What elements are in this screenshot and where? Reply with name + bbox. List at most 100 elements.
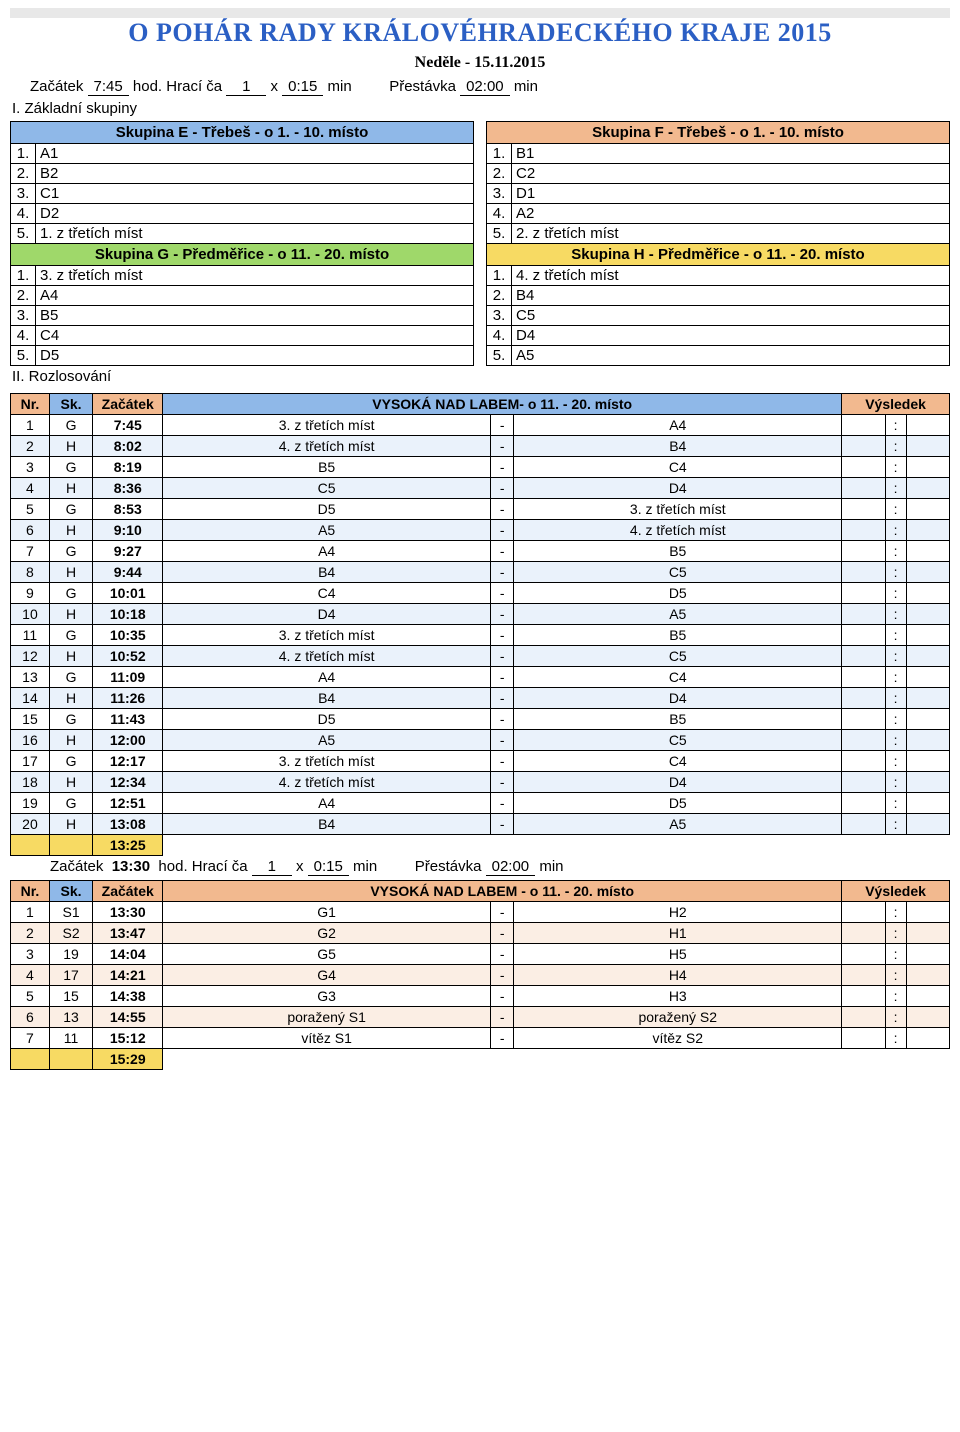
row-colon: :	[885, 499, 906, 520]
row-res-a	[842, 520, 885, 541]
row-res-b	[906, 793, 949, 814]
sched-row: 13 G 11:09 A4 - C4 :	[11, 667, 950, 688]
row-nr: 7	[11, 1028, 50, 1049]
row-dash: -	[491, 1028, 514, 1049]
row-dash: -	[491, 944, 514, 965]
row-team-b: D4	[514, 478, 842, 499]
group-row: 2.C2	[486, 164, 950, 184]
sched-row: 4 H 8:36 C5 - D4 :	[11, 478, 950, 499]
row-dash: -	[491, 923, 514, 944]
row-res-a	[842, 625, 885, 646]
row-time: 14:04	[93, 944, 163, 965]
section-1-label: I. Základní skupiny	[12, 100, 950, 117]
row-colon: :	[885, 730, 906, 751]
row-res-a	[842, 772, 885, 793]
interval-dur: 0:15	[282, 78, 323, 96]
group-row-val: 1. z třetích míst	[36, 224, 473, 243]
row-res-a	[842, 541, 885, 562]
row-time: 9:27	[93, 541, 163, 562]
sched-row: 2 S2 13:47 G2 - H1 :	[11, 923, 950, 944]
start-label: Začátek	[30, 78, 83, 95]
row-colon: :	[885, 944, 906, 965]
break-label-2: Přestávka	[415, 858, 482, 875]
row-team-b: A4	[514, 415, 842, 436]
row-nr: 8	[11, 562, 50, 583]
row-nr: 17	[11, 751, 50, 772]
hdr-res: Výsledek	[842, 394, 950, 415]
row-sk: H	[49, 436, 92, 457]
row-nr: 10	[11, 604, 50, 625]
row-res-a	[842, 709, 885, 730]
row-time: 13:08	[93, 814, 163, 835]
row-time: 13:30	[93, 902, 163, 923]
row-sk: 19	[49, 944, 92, 965]
row-team-b: B5	[514, 625, 842, 646]
row-time: 8:19	[93, 457, 163, 478]
hod: hod.	[133, 78, 162, 95]
row-team-b: C4	[514, 457, 842, 478]
row-sk: 13	[49, 1007, 92, 1028]
group-H: Skupina H - Předměřice - o 11. - 20. mís…	[486, 243, 950, 366]
group-row-val: A5	[512, 346, 949, 365]
group-row-num: 2.	[487, 286, 512, 305]
row-sk: G	[49, 499, 92, 520]
sched-row: 18 H 12:34 4. z třetích míst - D4 :	[11, 772, 950, 793]
row-nr: 4	[11, 965, 50, 986]
row-nr: 15	[11, 709, 50, 730]
start-time-2: 13:30	[112, 858, 150, 875]
row-sk: S1	[49, 902, 92, 923]
start-label-2: Začátek	[50, 858, 103, 875]
row-team-a: 4. z třetích míst	[163, 436, 491, 457]
row-time: 14:55	[93, 1007, 163, 1028]
group-row-num: 2.	[487, 164, 512, 183]
x: x	[270, 78, 278, 95]
row-colon: :	[885, 986, 906, 1007]
row-team-b: A5	[514, 604, 842, 625]
row-res-a	[842, 478, 885, 499]
group-row: 2.B2	[10, 164, 474, 184]
sched-row: 15 G 11:43 D5 - B5 :	[11, 709, 950, 730]
hod-2: hod.	[158, 858, 187, 875]
row-team-b: C5	[514, 562, 842, 583]
group-row: 5.1. z třetích míst	[10, 224, 474, 244]
row-res-a	[842, 1028, 885, 1049]
row-nr: 16	[11, 730, 50, 751]
row-team-a: A4	[163, 667, 491, 688]
row-colon: :	[885, 667, 906, 688]
row-res-a	[842, 902, 885, 923]
row-dash: -	[491, 667, 514, 688]
row-colon: :	[885, 814, 906, 835]
sched-row: 17 G 12:17 3. z třetích míst - C4 :	[11, 751, 950, 772]
group-row: 5.2. z třetích míst	[486, 224, 950, 244]
end-time: 15:29	[93, 1049, 163, 1070]
row-team-b: H1	[514, 923, 842, 944]
sched-row: 1 S1 13:30 G1 - H2 :	[11, 902, 950, 923]
group-row-val: B4	[512, 286, 949, 305]
interval-dur-2: 0:15	[308, 858, 349, 876]
group-row-num: 4.	[487, 204, 512, 223]
row-nr: 14	[11, 688, 50, 709]
row-res-b	[906, 709, 949, 730]
break-label: Přestávka	[389, 78, 456, 95]
row-dash: -	[491, 499, 514, 520]
row-time: 10:35	[93, 625, 163, 646]
row-time: 12:17	[93, 751, 163, 772]
row-res-b	[906, 667, 949, 688]
row-time: 14:21	[93, 965, 163, 986]
row-dash: -	[491, 814, 514, 835]
hdr-sk: Sk.	[49, 394, 92, 415]
group-row: 3.B5	[10, 306, 474, 326]
row-dash: -	[491, 688, 514, 709]
group-row-num: 4.	[487, 326, 512, 345]
row-dash: -	[491, 709, 514, 730]
row-team-b: C4	[514, 751, 842, 772]
row-res-b	[906, 902, 949, 923]
row-time: 7:45	[93, 415, 163, 436]
row-team-a: B4	[163, 562, 491, 583]
row-colon: :	[885, 520, 906, 541]
row-dash: -	[491, 646, 514, 667]
end-blank-nr	[11, 835, 50, 856]
row-team-a: 3. z třetích míst	[163, 751, 491, 772]
row-time: 9:10	[93, 520, 163, 541]
row-team-a: B5	[163, 457, 491, 478]
